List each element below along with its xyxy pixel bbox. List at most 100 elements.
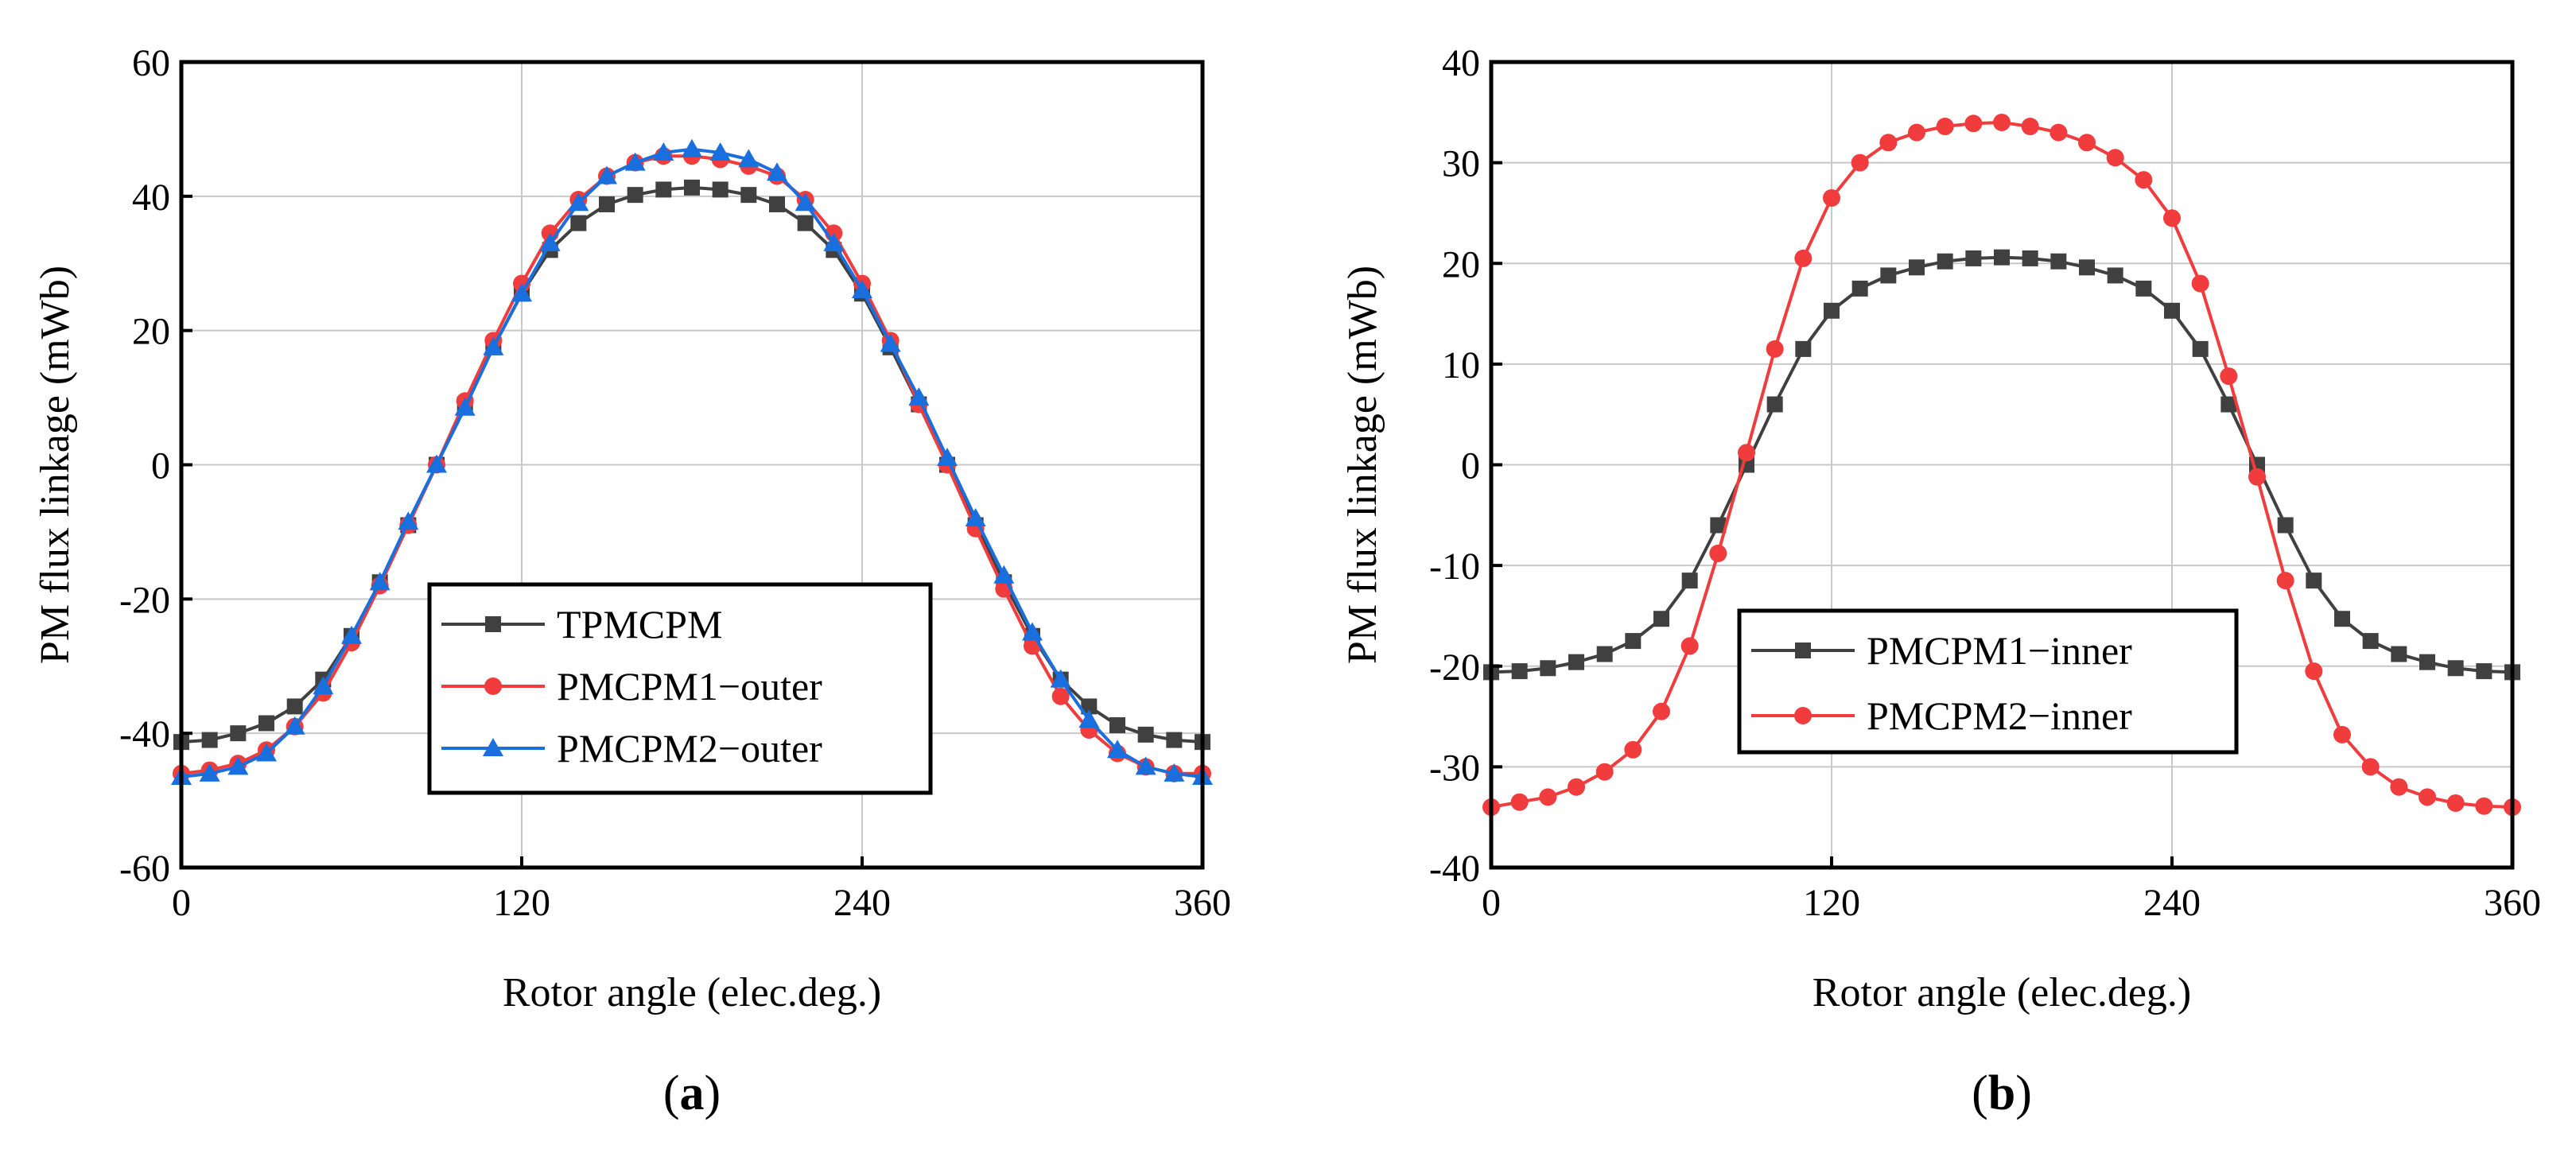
data-point	[2021, 118, 2039, 136]
data-point	[1710, 517, 1727, 534]
data-point	[993, 565, 1015, 584]
data-point	[767, 162, 787, 181]
legend-label: PMCPM1−outer	[557, 664, 822, 708]
y-tick-label: 20	[132, 311, 170, 353]
axis-ticks: 0 120 240 360 -60 -40 -20 0 20 40 60	[119, 42, 1231, 924]
gridlines	[1491, 62, 2512, 868]
data-point	[1568, 778, 1585, 796]
data-point	[599, 196, 615, 212]
data-point	[1766, 340, 1784, 358]
data-point	[1680, 637, 1699, 655]
y-axis-title: PM flux linkage (mWb)	[1340, 266, 1385, 664]
data-point	[1624, 740, 1642, 759]
data-point	[2164, 302, 2180, 319]
y-tick-label: -30	[1429, 747, 1480, 789]
data-point	[2475, 797, 2493, 815]
data-point	[709, 142, 731, 161]
data-point	[797, 215, 814, 231]
x-tick-label: 120	[1803, 882, 1860, 924]
legend-marker	[483, 738, 503, 756]
data-point	[627, 187, 643, 204]
x-tick-label: 360	[1174, 882, 1231, 924]
series-PMCPM1−inner	[1483, 249, 2520, 681]
x-axis-title: Rotor angle (elec.deg.)	[1813, 970, 2191, 1015]
data-point	[539, 232, 561, 251]
data-point	[2305, 662, 2323, 681]
data-point	[1824, 302, 1840, 319]
data-point	[2306, 573, 2322, 589]
x-tick-label: 0	[1482, 882, 1501, 924]
data-point	[1908, 123, 1925, 142]
legend-item: TPMCPM	[441, 602, 722, 646]
data-point	[2276, 572, 2294, 590]
data-point	[1164, 763, 1185, 782]
data-point	[426, 454, 447, 473]
data-point	[852, 280, 872, 299]
data-point	[1540, 660, 1556, 677]
data-point	[2192, 340, 2209, 357]
data-point	[1050, 669, 1071, 688]
legend-marker	[1794, 707, 1812, 724]
legend-item: PMCPM2−outer	[441, 726, 822, 771]
legend-marker	[1795, 642, 1811, 658]
data-point	[2107, 267, 2123, 284]
data-point	[2135, 280, 2152, 297]
data-point	[2390, 778, 2408, 796]
data-point	[286, 698, 303, 715]
data-point	[398, 511, 419, 530]
data-point	[2361, 758, 2380, 776]
data-point	[2277, 517, 2294, 534]
data-point	[937, 448, 958, 467]
panel-letter: b	[1988, 1066, 2015, 1120]
legend-label: TPMCPM	[557, 602, 722, 646]
data-point	[1653, 611, 1669, 627]
data-point	[684, 179, 700, 196]
data-point	[2446, 794, 2465, 812]
data-point	[740, 187, 757, 204]
data-point	[682, 138, 702, 157]
data-point	[1081, 698, 1098, 715]
data-point	[655, 181, 672, 198]
series-layer	[171, 138, 1213, 786]
data-point	[1994, 249, 2010, 266]
data-point	[2419, 654, 2435, 670]
data-point	[1964, 115, 1983, 133]
data-point	[1851, 280, 1868, 297]
data-point	[258, 715, 274, 732]
panel-label: (a)	[663, 1066, 721, 1120]
legend-label: PMCPM2−outer	[557, 726, 822, 771]
data-point	[1051, 687, 1070, 705]
data-point	[1794, 249, 1813, 267]
data-point	[1681, 573, 1698, 589]
y-tick-label: -40	[119, 713, 170, 755]
data-point	[2163, 209, 2181, 227]
y-tick-label: -40	[1429, 848, 1480, 890]
data-point	[1022, 622, 1043, 641]
data-point	[1568, 654, 1584, 670]
legend-box	[1737, 608, 2239, 755]
data-point	[596, 165, 617, 184]
y-tick-label: 40	[132, 177, 170, 219]
series-PMCPM2−outer	[171, 138, 1213, 786]
y-tick-label: 40	[1442, 42, 1480, 84]
y-tick-label: -20	[119, 579, 170, 621]
data-point	[2050, 253, 2067, 270]
data-point	[1539, 788, 1557, 806]
data-point	[511, 283, 532, 302]
data-point	[2079, 259, 2095, 276]
data-point	[738, 149, 760, 168]
data-point	[2248, 468, 2266, 486]
data-point	[1653, 702, 1670, 720]
data-point	[2476, 663, 2492, 680]
x-tick-label: 0	[172, 882, 191, 924]
y-tick-label: -20	[1429, 646, 1480, 689]
data-point	[2447, 660, 2464, 677]
data-point	[1879, 134, 1898, 152]
legend-label: PMCPM2−inner	[1867, 693, 2132, 738]
legend-item: PMCPM2−inner	[1751, 693, 2132, 738]
data-point	[1078, 709, 1100, 728]
data-point	[1135, 756, 1156, 775]
data-point	[2135, 171, 2153, 189]
data-point	[1595, 763, 1614, 781]
